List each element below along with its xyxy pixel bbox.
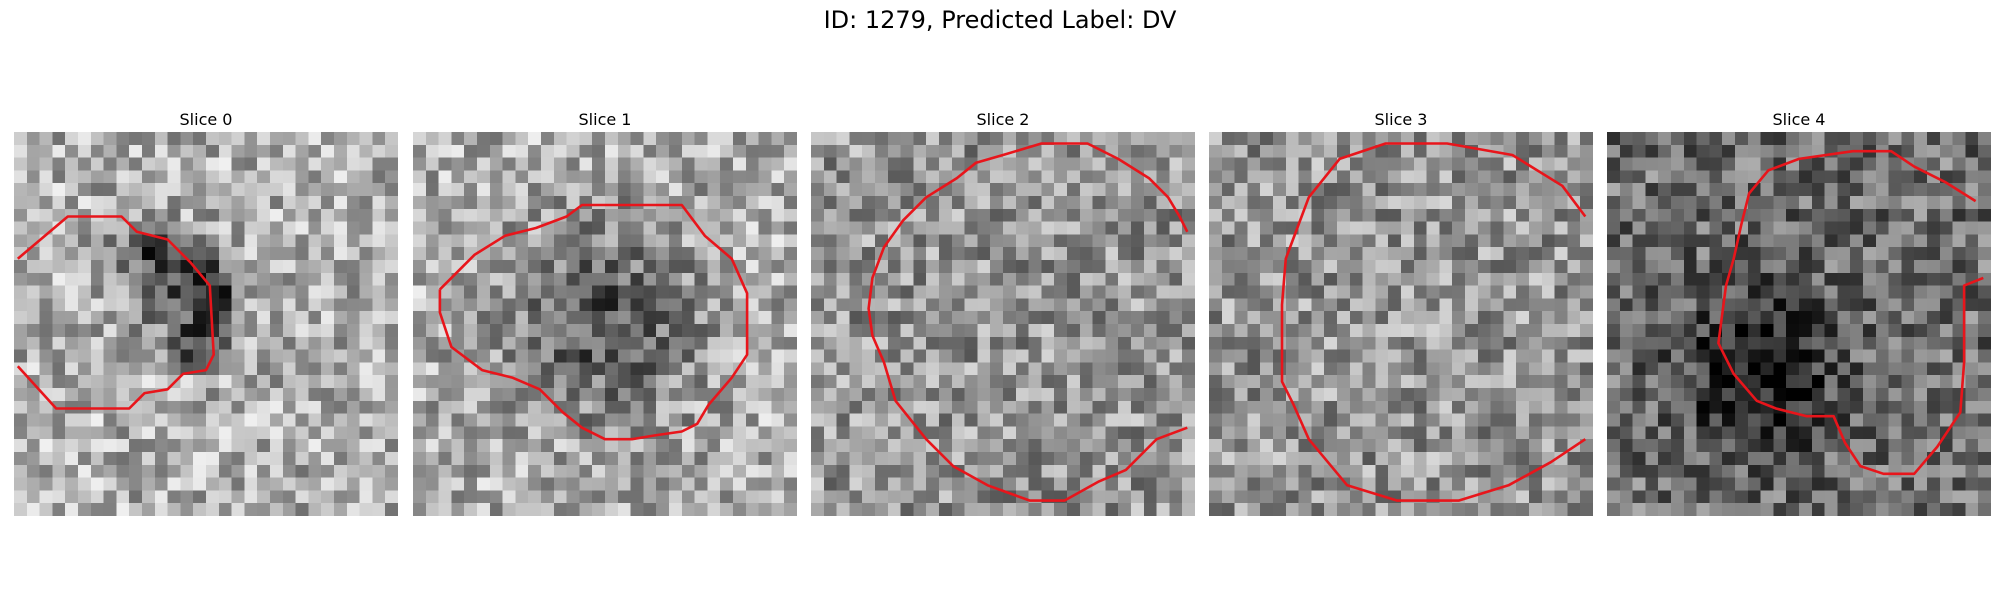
pixel-grid [1209,132,1593,516]
pixel-grid [14,132,398,516]
figure-title: ID: 1279, Predicted Label: DV [823,6,1177,34]
contour-line-0 [1280,142,1587,502]
slice-image-3 [1209,132,1593,516]
pixel-grid [1607,132,1991,516]
slice-title-4: Slice 4 [1772,110,1826,129]
pixel-grid [413,132,797,516]
slice-title-1: Slice 1 [578,110,632,129]
contour-line-0 [16,215,215,410]
pixel-grid [811,132,1195,516]
contour-line-0 [867,142,1189,502]
slice-image-2 [811,132,1195,516]
contour-line-0 [438,203,749,441]
slice-title-3: Slice 3 [1374,110,1428,129]
slice-panel-2: Slice 2 [811,108,1195,516]
slice-title-2: Slice 2 [976,110,1030,129]
slice-title-0: Slice 0 [179,110,233,129]
slice-panel-4: Slice 4 [1607,108,1991,516]
slice-image-4 [1607,132,1991,516]
slice-image-0 [14,132,398,516]
slice-panel-3: Slice 3 [1209,108,1593,516]
slice-panel-1: Slice 1 [413,108,797,516]
slice-image-1 [413,132,797,516]
contour-line-0 [1717,149,1984,476]
slice-panel-0: Slice 0 [14,108,398,516]
